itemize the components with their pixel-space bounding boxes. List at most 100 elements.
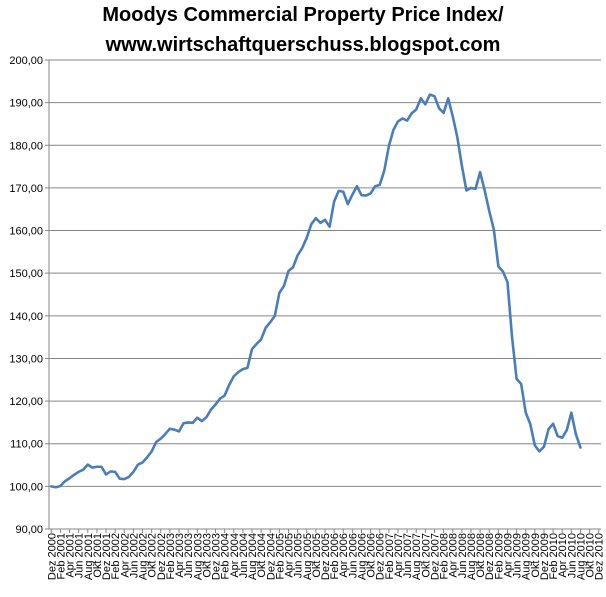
data-point xyxy=(333,200,335,202)
data-point xyxy=(274,315,276,317)
data-point xyxy=(337,190,339,192)
data-point xyxy=(287,270,289,272)
axes xyxy=(48,60,601,530)
data-point xyxy=(547,428,549,430)
data-point xyxy=(529,423,531,425)
y-axis-ticks: 90,00 100,00 110,00 120,00 130,00 140,00 150,0… xyxy=(9,55,49,536)
data-point xyxy=(442,112,444,114)
data-point xyxy=(470,187,472,189)
x-tick-label: Aug 2010 xyxy=(575,533,587,580)
x-tick-label: Apr 2008 xyxy=(448,533,460,578)
x-tick-label: Okt 2001 xyxy=(92,533,104,578)
data-point xyxy=(228,384,230,386)
y-tick-label: 170,00 xyxy=(9,183,43,195)
data-point xyxy=(570,411,572,413)
data-point xyxy=(515,378,517,380)
data-point xyxy=(192,422,194,424)
x-tick-label: Dez 2002 xyxy=(156,533,168,580)
data-point xyxy=(424,103,426,105)
x-tick-label: Dez 2006 xyxy=(375,533,387,580)
x-tick-label: Jun 2005 xyxy=(293,533,305,578)
data-point xyxy=(461,165,463,167)
x-tick-label: Dez 2001 xyxy=(101,533,113,580)
x-tick-label: Feb 2003 xyxy=(165,533,177,579)
data-point xyxy=(497,265,499,267)
x-tick-label: Feb 2002 xyxy=(110,533,122,579)
data-point xyxy=(543,446,545,448)
x-tick-label: Dez 2000 xyxy=(46,533,58,580)
data-point xyxy=(82,469,84,471)
x-tick-label: Jun 2002 xyxy=(128,533,140,578)
data-point xyxy=(141,461,143,463)
x-tick-label: Jun 2006 xyxy=(347,533,359,578)
data-point xyxy=(260,338,262,340)
data-point xyxy=(388,145,390,147)
x-tick-label: Aug 2007 xyxy=(411,533,423,580)
y-tick-label: 110,00 xyxy=(10,439,43,451)
data-point xyxy=(356,185,358,187)
data-point xyxy=(296,254,298,256)
chart-subtitle: www.wirtschaftquerschuss.blogspot.com xyxy=(105,34,501,56)
chart-title: Moodys Commercial Property Price Index/ xyxy=(102,4,504,26)
data-point xyxy=(169,428,171,430)
data-point xyxy=(160,437,162,439)
y-tick-label: 100,00 xyxy=(9,481,43,493)
x-tick-label: Aug 2008 xyxy=(466,533,478,580)
data-point xyxy=(251,348,253,350)
x-tick-label: Jun 2007 xyxy=(402,533,414,578)
series-layer xyxy=(49,93,582,489)
data-point xyxy=(392,129,394,131)
data-point xyxy=(433,95,435,97)
x-tick-label: Jun 2009 xyxy=(512,533,524,578)
data-point xyxy=(210,408,212,410)
data-point xyxy=(173,428,175,430)
data-point xyxy=(456,136,458,138)
x-tick-label: Aug 2009 xyxy=(521,533,533,580)
data-point xyxy=(397,120,399,122)
data-point xyxy=(292,266,294,268)
x-tick-label: Apr 2010 xyxy=(557,533,569,578)
data-point xyxy=(328,226,330,228)
data-point xyxy=(374,185,376,187)
data-point xyxy=(401,117,403,119)
data-point xyxy=(351,194,353,196)
data-point xyxy=(205,416,207,418)
data-point xyxy=(55,486,57,488)
x-tick-label: Okt 2007 xyxy=(420,533,432,578)
data-point xyxy=(447,97,449,99)
data-point xyxy=(91,466,93,468)
data-point xyxy=(342,191,344,193)
data-point xyxy=(255,343,257,345)
data-point xyxy=(155,441,157,443)
x-tick-label: Feb 2008 xyxy=(439,533,451,579)
x-tick-label: Feb 2006 xyxy=(329,533,341,579)
data-point xyxy=(301,247,303,249)
data-point xyxy=(365,194,367,196)
x-tick-label: Apr 2006 xyxy=(338,533,350,578)
x-tick-label: Aug 2005 xyxy=(302,533,314,580)
y-tick-label: 140,00 xyxy=(9,311,43,323)
data-point xyxy=(552,422,554,424)
x-tick-label: Jun 2003 xyxy=(183,533,195,578)
data-point xyxy=(525,411,527,413)
x-tick-label: Apr 2002 xyxy=(119,533,131,578)
data-point xyxy=(114,471,116,473)
y-tick-label: 190,00 xyxy=(9,98,43,110)
data-point xyxy=(538,450,540,452)
data-point xyxy=(164,433,166,435)
data-point xyxy=(410,112,412,114)
data-point xyxy=(369,192,371,194)
data-point xyxy=(324,219,326,221)
data-point xyxy=(242,368,244,370)
data-point xyxy=(219,397,221,399)
x-tick-label: Okt 2009 xyxy=(530,533,542,578)
data-point xyxy=(306,237,308,239)
x-tick-label: Feb 2005 xyxy=(274,533,286,579)
x-tick-label: Apr 2001 xyxy=(65,533,77,578)
y-tick-label: 160,00 xyxy=(9,226,43,238)
x-tick-label: Aug 2004 xyxy=(247,533,259,580)
data-point xyxy=(264,327,266,329)
